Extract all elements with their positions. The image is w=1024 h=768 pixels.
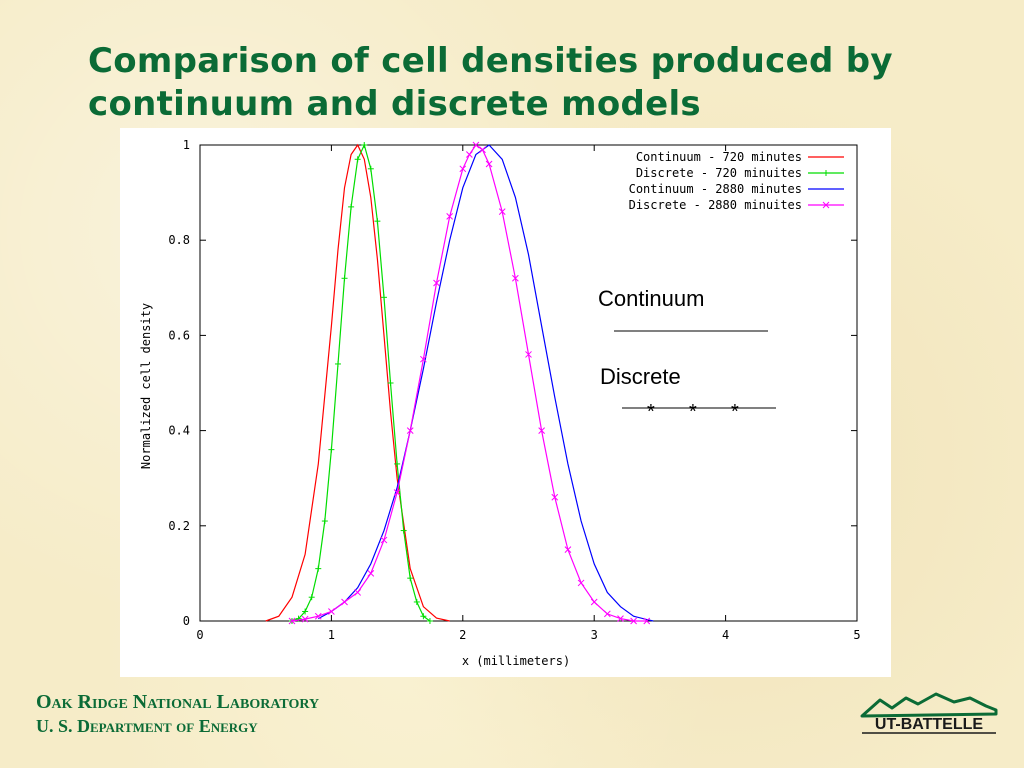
data-point: [485, 160, 493, 168]
footer-organization: Oak Ridge National Laboratory U. S. Depa…: [36, 690, 319, 738]
data-point: [498, 208, 506, 215]
x-tick-label: 4: [722, 628, 729, 642]
data-point: [617, 615, 624, 622]
chart-panel: 0 1 2 3 4 5 0 0.2 0.4 0.6 0.8 1 Continuum - 720 min…: [120, 128, 891, 677]
data-point: [538, 427, 545, 434]
mountain-icon: [860, 692, 998, 718]
data-point: [525, 351, 532, 358]
series-line: [265, 143, 450, 622]
discrete-callout-label: Discrete: [600, 364, 681, 389]
series-3: [288, 141, 651, 625]
data-point: [288, 617, 296, 625]
series-0: [265, 143, 450, 622]
y-axis-label: Normalized cell density: [139, 303, 153, 469]
density-chart: 0 1 2 3 4 5 0 0.2 0.4 0.6 0.8 1 Continuum - 720 min…: [139, 138, 861, 668]
series-line: [291, 143, 431, 622]
legend-label: Continuum - 720 minutes: [636, 150, 802, 164]
org-name: Oak Ridge National Laboratory: [36, 691, 320, 713]
y-tick-label: 0.6: [168, 328, 190, 342]
data-point: [446, 213, 454, 220]
data-point: [603, 610, 611, 618]
y-tick-label: 0: [183, 614, 190, 628]
ut-battelle-logo: UT-BATTELLE: [860, 692, 998, 734]
series-line: [318, 144, 654, 622]
series-1: [288, 142, 433, 624]
discrete-callout-marker: *: [689, 401, 697, 420]
data-point: [590, 598, 598, 606]
data-point: [393, 489, 401, 496]
x-axis-label: x (millimeters): [462, 654, 570, 668]
logo-text: UT-BATTELLE: [875, 716, 983, 733]
data-point: [466, 151, 473, 158]
data-point: [577, 579, 585, 587]
axes: [199, 144, 858, 622]
legend: Continuum - 720 minutes Discrete - 720 mi…: [629, 150, 844, 212]
discrete-callout-line: * * *: [622, 401, 776, 420]
x-tick-label: 5: [853, 628, 860, 642]
legend-label: Continuum - 2880 minutes: [629, 182, 802, 196]
ticks: 0 1 2 3 4 5 0 0.2 0.4 0.6 0.8 1: [168, 138, 860, 642]
plot-border: [199, 144, 858, 622]
discrete-callout-marker: *: [731, 401, 739, 420]
data-point: [433, 279, 440, 287]
y-tick-label: 0.2: [168, 519, 190, 533]
y-tick-label: 0.8: [168, 233, 190, 247]
data-point: [354, 589, 362, 596]
data-point: [314, 612, 322, 620]
x-tick-label: 1: [328, 628, 335, 642]
continuum-callout-label: Continuum: [598, 286, 705, 311]
series-layer: [265, 141, 654, 625]
x-tick-label: 3: [591, 628, 598, 642]
slide-title: Comparison of cell densities produced by…: [88, 41, 893, 124]
data-point: [367, 570, 375, 577]
data-point: [301, 615, 309, 623]
discrete-callout-marker: *: [647, 401, 655, 420]
data-point: [420, 355, 427, 363]
data-point: [328, 608, 335, 615]
legend-label: Discrete - 720 minuites: [636, 166, 802, 180]
data-point: [472, 141, 480, 149]
department-name: U. S. Department of Energy: [36, 716, 258, 736]
data-point: [406, 427, 414, 434]
x-tick-label: 0: [196, 628, 203, 642]
data-point: [551, 493, 559, 501]
data-point: [479, 146, 486, 154]
legend-label: Discrete - 2880 minuites: [629, 198, 802, 212]
data-point: [380, 536, 388, 544]
data-point: [459, 165, 467, 173]
y-tick-label: 0.4: [168, 424, 190, 438]
series-2: [318, 144, 654, 622]
data-point: [630, 617, 637, 625]
series-line: [291, 144, 647, 622]
x-tick-label: 2: [459, 628, 466, 642]
data-point: [512, 274, 519, 282]
data-point: [341, 598, 348, 606]
data-point: [643, 617, 651, 625]
y-tick-label: 1: [183, 138, 190, 152]
legend-marker: [822, 201, 830, 209]
data-point: [564, 546, 572, 553]
continuum-callout-line: [614, 330, 768, 332]
